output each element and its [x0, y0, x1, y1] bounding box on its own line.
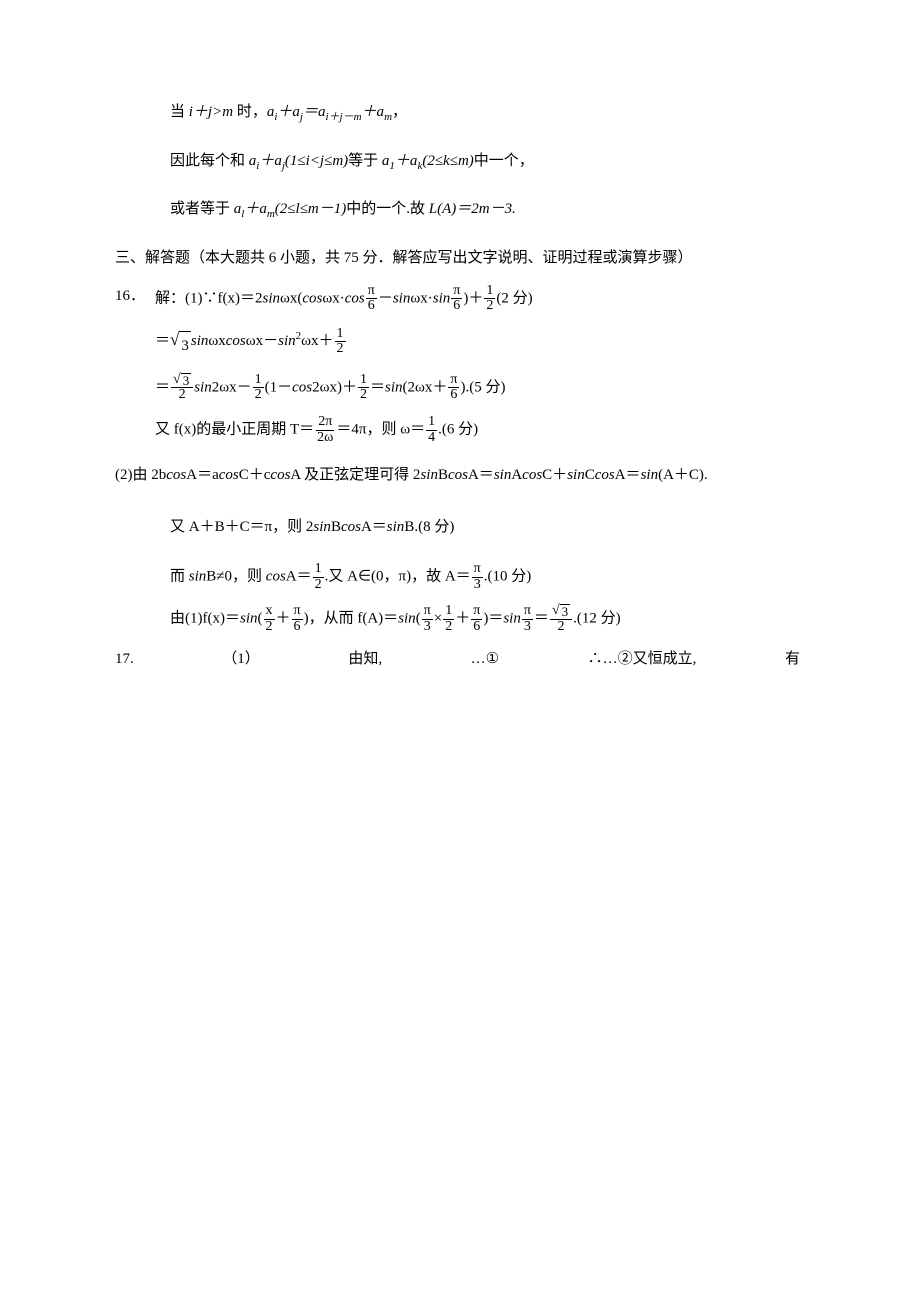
- section-3-heading: 三、解答题（本大题共 6 小题，共 75 分．解答应写出文字说明、证明过程或演算…: [115, 246, 805, 270]
- text: 等于: [348, 153, 382, 169]
- frac-pi-3: π3: [522, 604, 533, 634]
- text: 当: [170, 104, 189, 120]
- frac-pi-6: π6: [366, 284, 377, 314]
- math: ai＋aj(1≤i<j≤m): [249, 153, 348, 169]
- frac-pi-3: π3: [422, 604, 433, 634]
- text: 中一个，: [474, 153, 534, 169]
- q17: 17. （1） 由知, …① ∴…②又恒成立, 有: [115, 647, 805, 668]
- sqrt-3: √3: [170, 331, 191, 361]
- q15-line2: 因此每个和 ai＋aj(1≤i<j≤m)等于 a1＋ak(2≤k≤m)中一个，: [170, 149, 805, 176]
- frac-1-2: 12: [358, 373, 369, 403]
- q16-step3: ＝√32sin2ωx－12(1－cos2ωx)＋12＝sin(2ωx＋π6).(…: [155, 373, 805, 403]
- q16-step2: ＝√3sinωxcosωx－sin2ωx＋12: [155, 326, 805, 361]
- frac-1-2: 12: [253, 373, 264, 403]
- frac-pi-6: π6: [451, 284, 462, 314]
- frac-2pi-2w: 2π2ω: [315, 415, 335, 445]
- frac-pi-3: π3: [472, 562, 483, 592]
- q16-p2-l3: 而 sinB≠0，则 cosA＝12.又 A∈(0，π)，故 A＝π3.(10 …: [170, 562, 805, 592]
- q16-part2-cont: 又 A＋B＋C＝π，则 2sinBcosA＝sinB.(8 分) 而 sinB≠…: [115, 513, 805, 634]
- math: al＋am(2≤l≤m－1): [234, 201, 347, 217]
- frac-pi-6: π6: [448, 373, 459, 403]
- text: 因此每个和: [170, 153, 249, 169]
- math-cond: i＋j>m: [189, 104, 233, 120]
- text: 中的一个.故: [346, 201, 429, 217]
- q17-a: （1）: [222, 647, 260, 668]
- q17-e: 有: [785, 647, 800, 668]
- text: 时，: [233, 104, 267, 120]
- q17-number: 17.: [115, 651, 134, 668]
- q15-line1: 当 i＋j>m 时，ai＋aj＝ai＋j－m＋am，: [170, 100, 805, 127]
- q17-d: ∴…②又恒成立,: [588, 647, 697, 668]
- frac-pi-6: π6: [471, 604, 482, 634]
- q16: 16． 解：(1)∵f(x)＝2sinωx(cosωx·cosπ6－sinωx·…: [115, 284, 805, 458]
- q16-body: 解：(1)∵f(x)＝2sinωx(cosωx·cosπ6－sinωx·sinπ…: [155, 284, 805, 458]
- text: 或者等于: [170, 201, 234, 217]
- frac-1-2: 12: [313, 562, 324, 592]
- q16-p2-l4: 由(1)f(x)＝sin(x2＋π6)，从而 f(A)＝sin(π3×12＋π6…: [170, 604, 805, 634]
- q17-b: 由知,: [348, 647, 382, 668]
- frac-sqrt3-2: √32: [550, 604, 572, 634]
- q16-step1: 解：(1)∵f(x)＝2sinωx(cosωx·cosπ6－sinωx·sinπ…: [155, 284, 805, 314]
- frac-pi-6: π6: [292, 604, 303, 634]
- math: a1＋ak(2≤k≤m): [382, 153, 474, 169]
- frac-x-2: x2: [264, 604, 275, 634]
- frac-1-2: 12: [443, 604, 454, 634]
- math: L(A)＝2m－3.: [429, 201, 516, 217]
- q16-step4: 又 f(x)的最小正周期 T＝2π2ω＝4π，则 ω＝14.(6 分): [155, 415, 805, 445]
- frac-1-2: 12: [484, 284, 495, 314]
- frac-sqrt3-2: √32: [171, 373, 193, 403]
- q16-number: 16．: [115, 284, 155, 305]
- q16-p2-l2: 又 A＋B＋C＝π，则 2sinBcosA＝sinB.(8 分): [170, 513, 805, 542]
- math-eq: ai＋aj＝ai＋j－m＋am: [267, 104, 392, 120]
- frac-1-2: 12: [335, 327, 346, 357]
- q15-continuation: 当 i＋j>m 时，ai＋aj＝ai＋j－m＋am， 因此每个和 ai＋aj(1…: [115, 100, 805, 224]
- frac-1-4: 14: [426, 415, 437, 445]
- text: ，: [392, 104, 407, 120]
- q17-c: …①: [471, 649, 499, 668]
- q16-part2-line1: (2)由 2bcosA＝acosC＋ccosA 及正弦定理可得 2sinBcos…: [115, 463, 805, 487]
- q15-line3: 或者等于 al＋am(2≤l≤m－1)中的一个.故 L(A)＝2m－3.: [170, 197, 805, 224]
